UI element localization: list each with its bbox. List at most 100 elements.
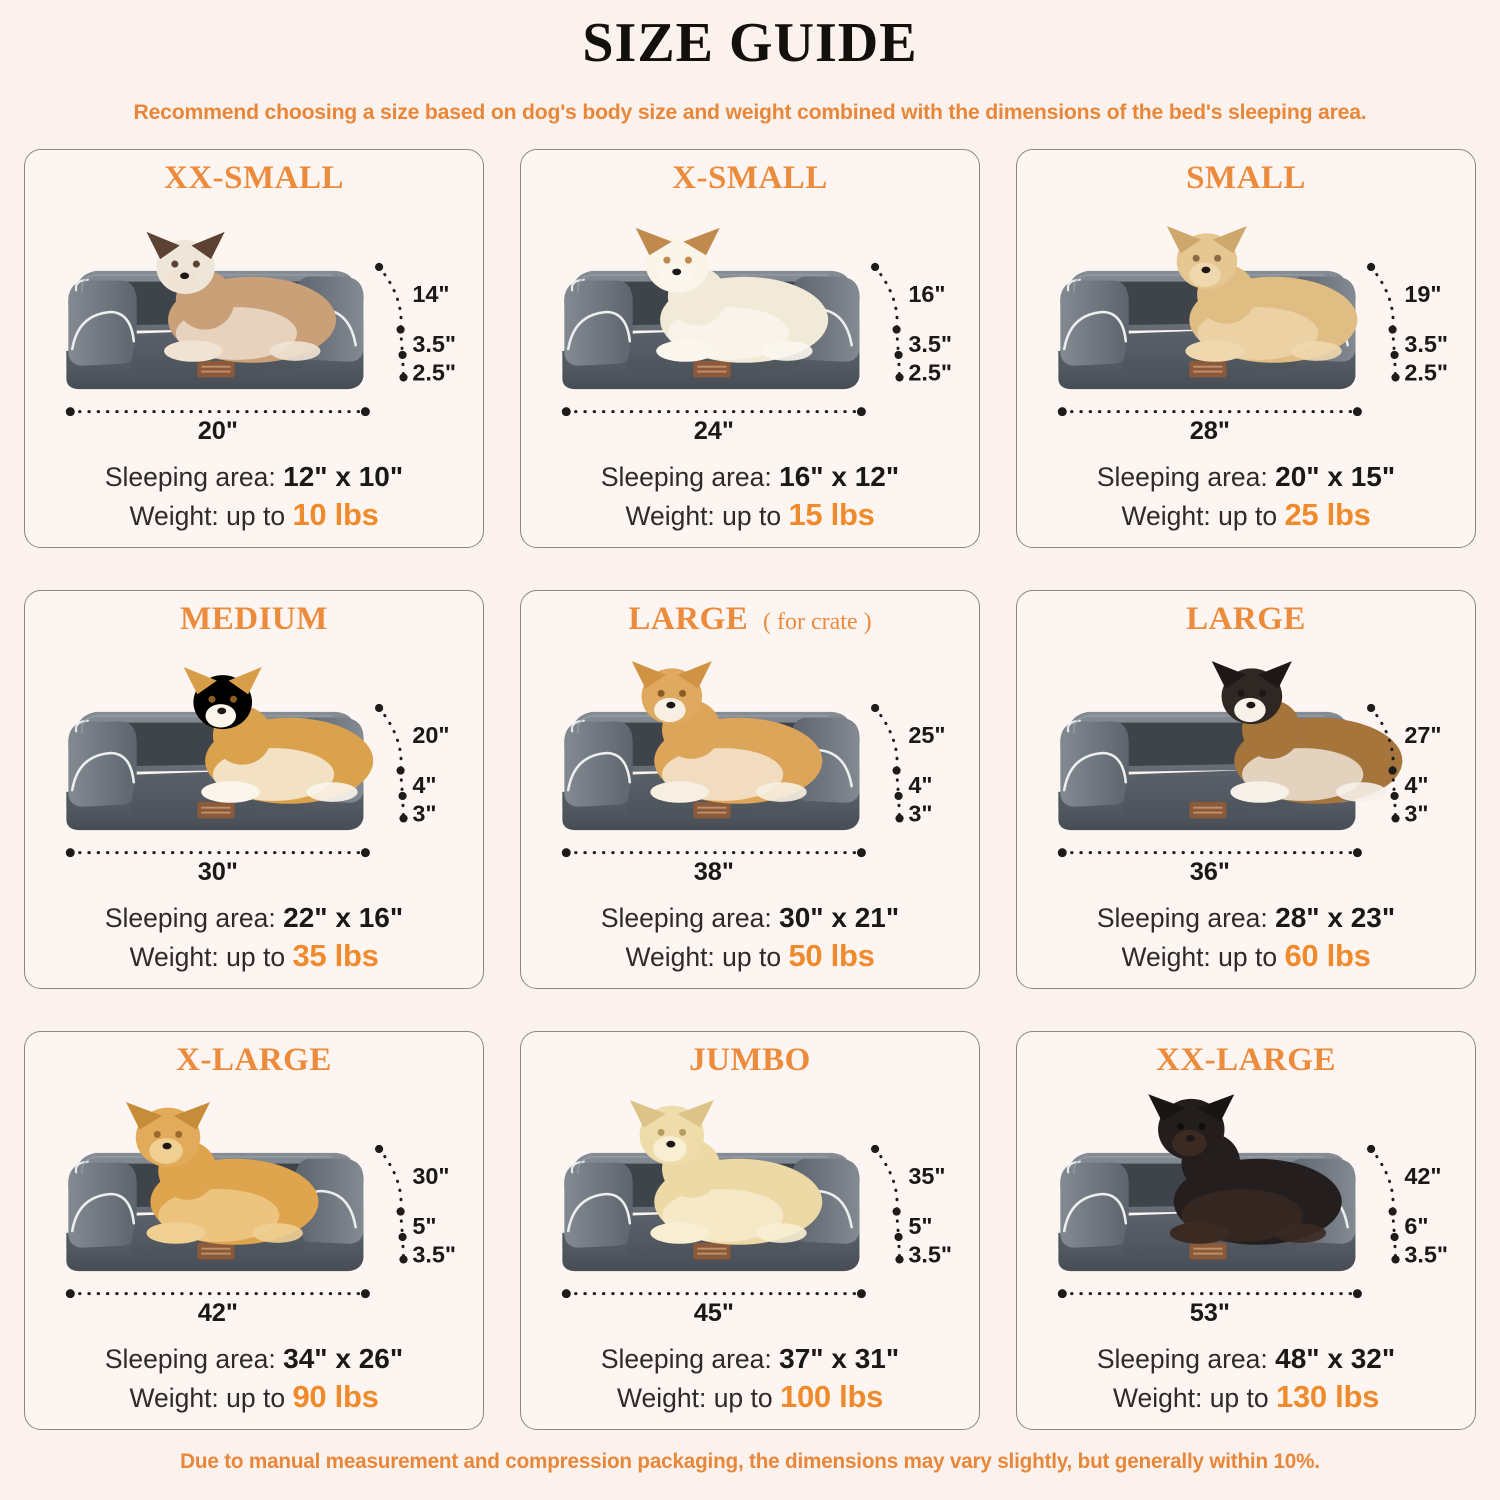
size-card-small[interactable]: SMALL (1016, 148, 1476, 548)
dim-height-base: 2.5" (1404, 359, 1448, 385)
weight-label: Weight: up to (625, 501, 789, 532)
leather-logo-tag (693, 360, 731, 378)
size-card-large[interactable]: LARGE ( for crate ) (520, 589, 980, 989)
sleeping-area-line: Sleeping area: 30" x 21" (535, 900, 965, 936)
weight-value: 60 lbs (1284, 938, 1371, 974)
size-card-jumbo[interactable]: JUMBO (520, 1030, 980, 1430)
page-title: SIZE GUIDE (582, 12, 918, 74)
size-card-large[interactable]: LARGE (1016, 589, 1476, 989)
weight-line: Weight: up to 15 lbs (535, 495, 965, 535)
card-size-name: SMALL (1186, 159, 1306, 196)
dim-height-base: 2.5" (412, 359, 456, 385)
dim-height-mid: 3.5" (412, 331, 456, 357)
sleeping-area-line: Sleeping area: 28" x 23" (1031, 900, 1461, 936)
size-card-xx-small[interactable]: XX-SMALL (24, 148, 484, 548)
bed-and-pet-svg: 14" 3.5" 2.5" 20" (65, 231, 456, 445)
bed-and-pet-svg: 16" 3.5" 2.5" 24" (561, 228, 952, 445)
size-card-medium[interactable]: MEDIUM (24, 589, 484, 989)
weight-line: Weight: up to 10 lbs (39, 495, 469, 535)
card-title-row: X-SMALL (672, 160, 828, 196)
dimension-annotations: 30" 5" 3.5" 42" (65, 1145, 456, 1327)
sleeping-area-value: 37" x 31" (779, 1343, 900, 1375)
dim-height-total: 19" (1404, 281, 1441, 307)
sleeping-area-value: 20" x 15" (1275, 461, 1396, 493)
card-specs: Sleeping area: 16" x 12" Weight: up to 1… (535, 459, 965, 535)
dim-height-base: 3" (908, 801, 932, 827)
weight-line: Weight: up to 130 lbs (1031, 1377, 1461, 1417)
dimension-annotations: 19" 3.5" 2.5" 28" (1057, 262, 1448, 445)
card-size-name: XX-SMALL (163, 159, 344, 196)
weight-value: 130 lbs (1276, 1379, 1380, 1415)
sleeping-area-label: Sleeping area: (1096, 462, 1276, 493)
card-title-row: JUMBO (689, 1042, 811, 1078)
size-card-x-large[interactable]: X-LARGE (24, 1030, 484, 1430)
card-specs: Sleeping area: 22" x 16" Weight: up to 3… (39, 900, 469, 976)
dim-height-mid: 3.5" (1404, 331, 1448, 357)
size-card-x-small[interactable]: X-SMALL (520, 148, 980, 548)
sleeping-area-label: Sleeping area: (104, 903, 284, 934)
bed-and-pet-svg: 42" 6" 3.5" 53" (1057, 1094, 1448, 1327)
sleeping-area-line: Sleeping area: 34" x 26" (39, 1341, 469, 1377)
sleeping-area-value: 28" x 23" (1275, 902, 1396, 934)
dim-height-mid: 6" (1404, 1213, 1428, 1239)
card-specs: Sleeping area: 20" x 15" Weight: up to 2… (1031, 459, 1461, 535)
dim-height-total: 30" (412, 1163, 449, 1189)
dim-width: 30" (198, 858, 238, 886)
card-specs: Sleeping area: 30" x 21" Weight: up to 5… (535, 900, 965, 976)
weight-line: Weight: up to 60 lbs (1031, 936, 1461, 976)
weight-label: Weight: up to (616, 1383, 780, 1414)
sleeping-area-line: Sleeping area: 22" x 16" (39, 900, 469, 936)
bed-illustration-area: 35" 5" 3.5" 45" (535, 1080, 965, 1339)
weight-label: Weight: up to (129, 1383, 293, 1414)
dim-height-mid: 4" (1404, 772, 1428, 798)
dimension-annotations: 25" 4" 3" 38" (561, 704, 946, 886)
bed-illustration-area: 42" 6" 3.5" 53" (1031, 1080, 1461, 1339)
sleeping-area-label: Sleeping area: (1096, 903, 1276, 934)
size-card-xx-large[interactable]: XX-LARGE (1016, 1030, 1476, 1430)
leather-logo-tag (1189, 801, 1227, 819)
footer-disclaimer: Due to manual measurement and compressio… (180, 1450, 1320, 1473)
bed-illustration-area: 14" 3.5" 2.5" 20" (39, 198, 469, 457)
dim-height-base: 3.5" (1404, 1242, 1448, 1268)
card-title-row: LARGE ( for crate ) (628, 601, 871, 637)
card-size-name: X-LARGE (176, 1041, 332, 1078)
pet-illustration (183, 667, 374, 804)
dim-height-mid: 5" (412, 1213, 436, 1239)
pet-illustration (125, 1102, 319, 1246)
dim-height-total: 42" (1404, 1163, 1441, 1189)
bed-illustration-area: 19" 3.5" 2.5" 28" (1031, 198, 1461, 457)
leather-logo-tag (693, 1243, 731, 1260)
sleeping-area-line: Sleeping area: 37" x 31" (535, 1341, 965, 1377)
card-specs: Sleeping area: 34" x 26" Weight: up to 9… (39, 1341, 469, 1417)
pet-illustration (631, 661, 823, 804)
dim-height-base: 3" (412, 801, 436, 827)
pet-illustration (1166, 226, 1358, 363)
weight-value: 35 lbs (292, 938, 379, 974)
sleeping-area-label: Sleeping area: (600, 1344, 780, 1375)
bed-illustration-area: 27" 4" 3" 36" (1031, 639, 1461, 898)
weight-label: Weight: up to (129, 942, 293, 973)
dim-height-total: 27" (1404, 722, 1441, 748)
card-title-row: MEDIUM (180, 601, 328, 637)
leather-logo-tag (197, 360, 235, 378)
card-specs: Sleeping area: 48" x 32" Weight: up to 1… (1031, 1341, 1461, 1417)
card-subtitle: ( for crate ) (763, 608, 872, 635)
weight-value: 100 lbs (780, 1379, 884, 1415)
card-title-row: LARGE (1186, 601, 1306, 637)
weight-label: Weight: up to (129, 501, 293, 532)
dimension-annotations: 35" 5" 3.5" 45" (561, 1145, 952, 1327)
card-size-name: JUMBO (689, 1041, 811, 1078)
pet-illustration (1148, 1094, 1342, 1246)
dim-height-base: 2.5" (908, 359, 952, 385)
sleeping-area-value: 12" x 10" (283, 461, 404, 493)
dim-height-mid: 3.5" (908, 331, 952, 357)
card-size-name: LARGE (1186, 600, 1306, 637)
bed-and-pet-svg: 19" 3.5" 2.5" 28" (1057, 226, 1448, 445)
bed-and-pet-svg: 20" 4" 3" 30" (65, 667, 450, 886)
dim-height-mid: 4" (412, 772, 436, 798)
dim-width: 42" (198, 1299, 238, 1327)
dim-height-total: 20" (412, 722, 449, 748)
bed-illustration-area: 25" 4" 3" 38" (535, 639, 965, 898)
weight-value: 10 lbs (292, 497, 379, 533)
weight-line: Weight: up to 100 lbs (535, 1377, 965, 1417)
